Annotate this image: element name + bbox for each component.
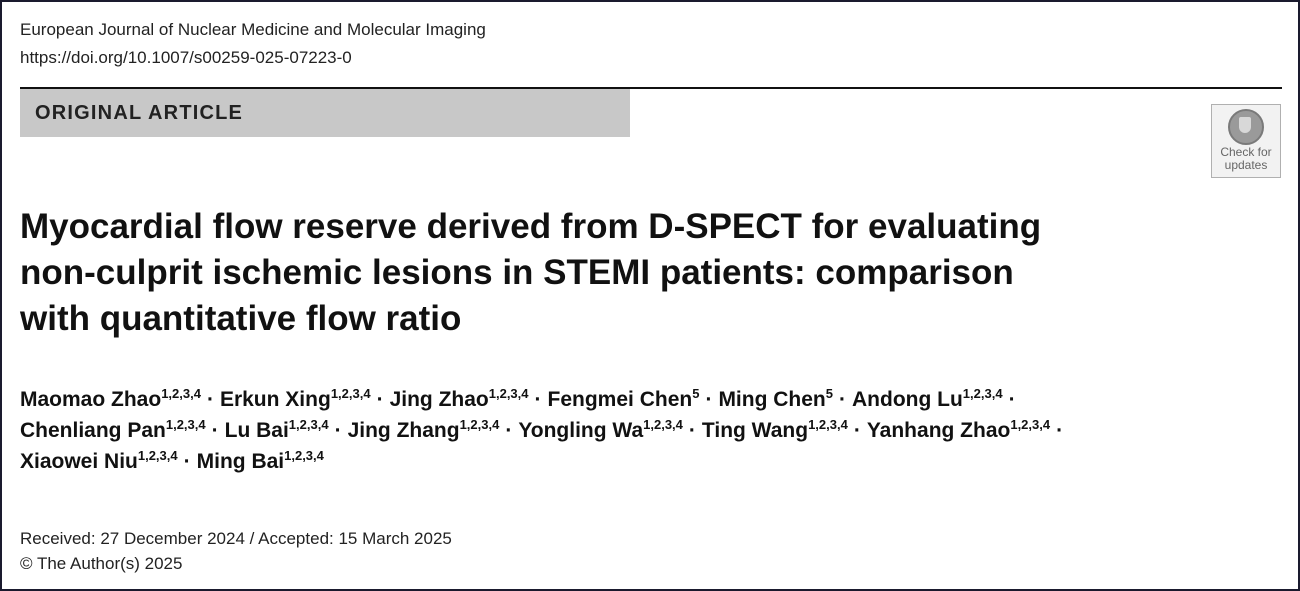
author-list: Maomao Zhao1,2,3,4 · Erkun Xing1,2,3,4 · Jin… bbox=[20, 384, 1285, 477]
author-name[interactable]: Maomao Zhao bbox=[20, 388, 162, 411]
author-line: Xiaowei Niu1,2,3,4 · Ming Bai1,2,3,4 bbox=[20, 446, 1285, 477]
author-affiliation: 1,2,3,4 bbox=[459, 417, 500, 432]
doi-link[interactable]: https://doi.org/10.1007/s00259-025-07223… bbox=[20, 48, 352, 67]
author-separator: · bbox=[206, 388, 214, 411]
author-name[interactable]: Chenliang Pan bbox=[20, 419, 166, 442]
author-name[interactable]: Ming Chen bbox=[718, 388, 826, 411]
author-affiliation: 1,2,3,4 bbox=[165, 417, 206, 432]
author-name[interactable]: Yongling Wa bbox=[518, 419, 644, 442]
author-name[interactable]: Xiaowei Niu bbox=[20, 450, 138, 473]
author-name[interactable]: Erkun Xing bbox=[219, 388, 331, 411]
author-name[interactable]: Yanhang Zhao bbox=[866, 419, 1011, 442]
author-affiliation: 5 bbox=[825, 386, 833, 401]
author-separator: · bbox=[688, 419, 696, 442]
received-accepted-dates: Received: 27 December 2024 / Accepted: 1… bbox=[20, 529, 452, 548]
article-title: Myocardial flow reserve derived from D-S… bbox=[20, 204, 1120, 342]
article-title-line: non-culprit ischemic lesions in STEMI pa… bbox=[20, 253, 1014, 292]
journal-name: European Journal of Nuclear Medicine and… bbox=[20, 20, 486, 39]
author-affiliation: 1,2,3,4 bbox=[488, 386, 529, 401]
author-name[interactable]: Jing Zhao bbox=[389, 388, 489, 411]
author-separator: · bbox=[211, 419, 219, 442]
article-type-label: ORIGINAL ARTICLE bbox=[35, 102, 244, 124]
author-separator: · bbox=[1056, 419, 1064, 442]
author-name[interactable]: Fengmei Chen bbox=[547, 388, 693, 411]
author-line: Chenliang Pan1,2,3,4 · Lu Bai1,2,3,4 · Jing … bbox=[20, 415, 1285, 446]
author-separator: · bbox=[1008, 388, 1016, 411]
author-separator: · bbox=[705, 388, 713, 411]
author-name[interactable]: Ting Wang bbox=[701, 419, 809, 442]
article-title-line: with quantitative flow ratio bbox=[20, 299, 462, 338]
author-name[interactable]: Ming Bai bbox=[196, 450, 285, 473]
author-affiliation: 1,2,3,4 bbox=[288, 417, 329, 432]
author-affiliation: 1,2,3,4 bbox=[330, 386, 371, 401]
author-separator: · bbox=[183, 450, 191, 473]
author-separator: · bbox=[853, 419, 861, 442]
author-affiliation: 1,2,3,4 bbox=[284, 448, 324, 463]
author-separator: · bbox=[376, 388, 384, 411]
check-for-updates-line2: updates bbox=[1224, 158, 1268, 172]
author-affiliation: 1,2,3,4 bbox=[137, 448, 178, 463]
author-name[interactable]: Lu Bai bbox=[224, 419, 289, 442]
author-affiliation: 1,2,3,4 bbox=[1010, 417, 1051, 432]
author-affiliation: 5 bbox=[692, 386, 700, 401]
author-name[interactable]: Jing Zhang bbox=[347, 419, 460, 442]
article-type-banner: ORIGINAL ARTICLE bbox=[20, 89, 630, 137]
author-separator: · bbox=[534, 388, 542, 411]
author-affiliation: 1,2,3,4 bbox=[808, 417, 848, 432]
author-separator: · bbox=[334, 419, 342, 442]
author-affiliation: 1,2,3,4 bbox=[962, 386, 1003, 401]
header-rule bbox=[20, 87, 1282, 89]
article-title-line: Myocardial flow reserve derived from D-S… bbox=[20, 207, 1042, 246]
crossmark-icon bbox=[1228, 109, 1264, 145]
check-for-updates-button[interactable]: Check for updates bbox=[1211, 104, 1281, 178]
check-for-updates-line1: Check for bbox=[1220, 145, 1272, 159]
author-separator: · bbox=[839, 388, 846, 411]
copyright-notice: © The Author(s) 2025 bbox=[20, 554, 183, 573]
author-line: Maomao Zhao1,2,3,4 · Erkun Xing1,2,3,4 · Jin… bbox=[20, 384, 1285, 415]
author-affiliation: 1,2,3,4 bbox=[161, 386, 201, 401]
author-name[interactable]: Andong Lu bbox=[852, 388, 963, 411]
author-affiliation: 1,2,3,4 bbox=[643, 417, 683, 432]
author-separator: · bbox=[505, 419, 513, 442]
